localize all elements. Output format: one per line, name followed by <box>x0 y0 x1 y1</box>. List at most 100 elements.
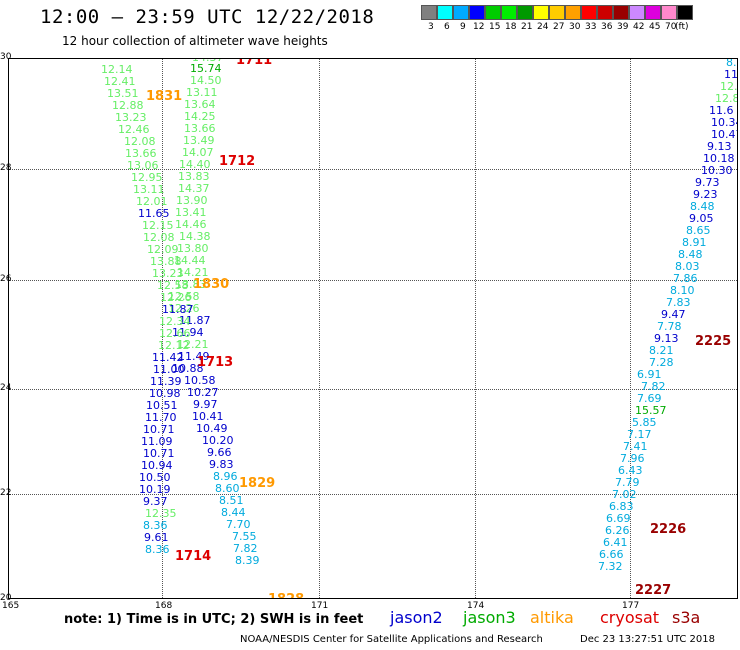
wave-height-reading: 7.79 <box>615 476 640 489</box>
legend-swatch <box>453 5 469 20</box>
legend-label: 21 <box>521 22 533 32</box>
wave-height-reading: 6.83 <box>609 500 634 513</box>
wave-height-reading: 13.83 <box>175 278 207 291</box>
lat-label: 20 <box>0 593 12 603</box>
wave-height-reading: 9.23 <box>693 188 718 201</box>
wave-height-reading: 10.41 <box>192 410 224 423</box>
wave-height-reading: 9.13 <box>654 332 679 345</box>
lon-label: 168 <box>155 601 173 611</box>
wave-height-reading: 12.14 <box>101 63 133 76</box>
legend-swatch <box>581 5 597 20</box>
legend-label: 30 <box>569 22 581 32</box>
wave-height-reading: 5.85 <box>632 416 657 429</box>
pass-time-label: 1830 <box>193 277 230 292</box>
wave-height-reading: 13.23 <box>115 111 147 124</box>
legend-swatch <box>485 5 501 20</box>
lon-label: 165 <box>2 601 20 611</box>
wave-height-reading: 7.02 <box>612 488 637 501</box>
lat-label: 28 <box>0 163 12 173</box>
lat-label: 22 <box>0 488 12 498</box>
wave-height-reading: 8.21 <box>649 344 674 357</box>
wave-height-reading: 11.87 <box>179 314 211 327</box>
wave-height-reading: 13.06 <box>127 159 159 172</box>
color-legend-labels: 3 6 9 12 15 18 21 24 27 30 33 36 39 42 45 70 (ft) <box>421 22 740 34</box>
wave-height-reading: 8.10 <box>670 284 695 297</box>
wave-height-reading: 7.55 <box>232 530 257 543</box>
wave-height-reading: 7.70 <box>226 518 251 531</box>
legend-swatch <box>645 5 661 20</box>
wave-height-reading: 10.71 <box>143 423 175 436</box>
wave-height-reading: 9.61 <box>144 531 169 544</box>
wave-height-reading: 7.82 <box>641 380 666 393</box>
wave-height-reading: 8.96 <box>213 470 238 483</box>
legend-swatch <box>437 5 453 20</box>
wave-height-reading: 7.41 <box>623 440 648 453</box>
wave-height-reading: 12.26 <box>160 291 192 304</box>
wave-height-reading: 14.21 <box>177 266 209 279</box>
wave-height-reading: 10.20 <box>202 434 234 447</box>
wave-height-reading: 11.49 <box>178 350 210 363</box>
wave-height-reading: 6.43 <box>618 464 643 477</box>
grid-line-lon-174 <box>475 59 476 598</box>
wave-height-reading: 14.38 <box>179 230 211 243</box>
wave-height-reading: 14.37 <box>178 182 210 195</box>
map-plot-area[interactable]: 14.3715.7414.5013.1113.6414.2513.6613.49… <box>8 58 738 599</box>
grid-line-lon-171 <box>319 59 320 598</box>
wave-height-reading: 10.19 <box>139 483 171 496</box>
wave-height-reading: 11.00 <box>153 363 185 376</box>
legend-swatch <box>517 5 533 20</box>
page-title: 12:00 – 23:59 UTC 12/22/2018 <box>40 6 375 28</box>
grid-line-lon-168 <box>162 59 163 598</box>
wave-height-reading: 8.51 <box>219 494 244 507</box>
wave-height-reading: 9.73 <box>695 176 720 189</box>
pass-time-label: 1714 <box>175 549 212 564</box>
wave-height-reading: 8.44 <box>221 506 246 519</box>
wave-height-reading: 13.51 <box>107 87 139 100</box>
legend-label: 36 <box>601 22 613 32</box>
wave-height-reading: 14.25 <box>184 110 216 123</box>
wave-height-reading: 12.95 <box>131 171 163 184</box>
wave-height-reading: 14.46 <box>175 218 207 231</box>
wave-height-reading: 15.57 <box>635 404 667 417</box>
wave-height-reading: 10.50 <box>139 471 171 484</box>
satellite-cryosat-label: cryosat <box>600 608 660 627</box>
wave-height-reading: 6.91 <box>637 368 662 381</box>
lon-label: 177 <box>622 601 640 611</box>
lat-label: 24 <box>0 383 12 393</box>
wave-height-reading: 9.83 <box>209 458 234 471</box>
pass-time-label: 1829 <box>239 476 276 491</box>
grid-line-lat-24 <box>9 389 737 390</box>
wave-height-reading: 11.94 <box>172 326 204 339</box>
legend-label: 12 <box>473 22 485 32</box>
wave-height-reading: 12.12 <box>158 339 190 352</box>
legend-swatch <box>661 5 677 20</box>
legend-label: 9 <box>460 22 466 32</box>
legend-swatch <box>549 5 565 20</box>
page-subtitle: 12 hour collection of altimeter wave hei… <box>62 34 328 48</box>
satellite-jason2-label: jason2 <box>390 608 443 627</box>
wave-height-reading: 14.37 <box>192 59 224 64</box>
legend-label: 33 <box>585 22 597 32</box>
wave-height-reading: 11.87 <box>162 303 194 316</box>
wave-height-reading: 12.08 <box>143 231 175 244</box>
wave-height-reading: 14.44 <box>174 254 206 267</box>
wave-height-reading: 7.28 <box>649 356 674 369</box>
wave-height-reading: 10.27 <box>187 386 219 399</box>
wave-height-reading: 13.90 <box>176 194 208 207</box>
wave-height-reading: 9.05 <box>689 212 714 225</box>
wave-height-reading: 9.47 <box>661 308 686 321</box>
wave-height-reading: 6.41 <box>603 536 628 549</box>
wave-height-reading: 8.39 <box>235 554 260 567</box>
wave-height-reading: 11.09 <box>141 435 173 448</box>
lon-label: 174 <box>467 601 485 611</box>
wave-height-reading: 9.66 <box>207 446 232 459</box>
legend-swatch <box>677 5 693 20</box>
wave-height-reading: 10.71 <box>143 447 175 460</box>
grid-line-lat-26 <box>9 280 737 281</box>
satellite-altika-label: altika <box>530 608 574 627</box>
wave-height-reading: 12.15 <box>142 219 174 232</box>
wave-height-reading: 11.42 <box>152 351 184 364</box>
pass-time-label: 1712 <box>219 154 256 169</box>
source-credit: NOAA/NESDIS Center for Satellite Applica… <box>240 634 543 645</box>
color-legend <box>421 5 693 20</box>
